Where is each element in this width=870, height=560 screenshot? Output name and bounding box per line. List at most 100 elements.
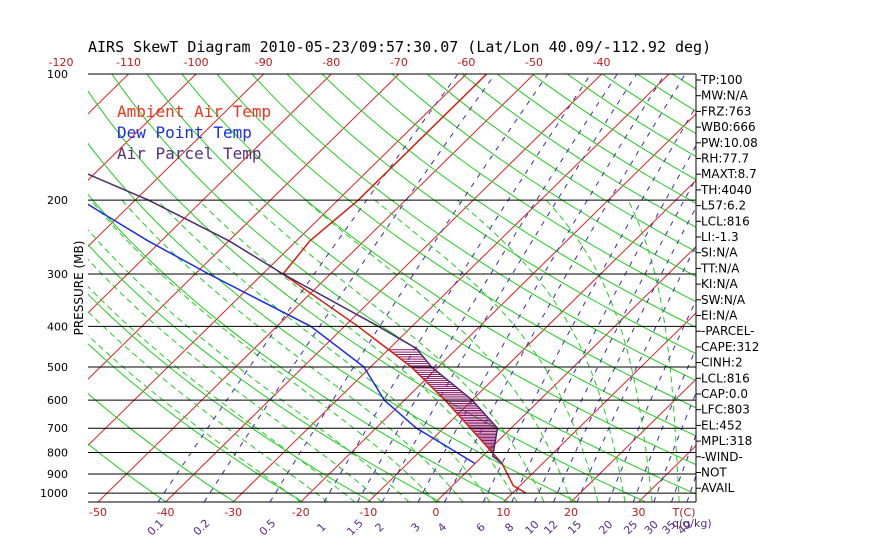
mixing-ratio-tick-label: 8: [502, 520, 516, 534]
dry-adiabat-line: [391, 74, 696, 277]
background-grid: [88, 74, 870, 502]
index-label: TP:100: [700, 73, 743, 87]
index-label: -WIND-: [701, 450, 743, 464]
mixing-ratio-line: [444, 74, 686, 502]
isotherm-line: [88, 74, 129, 115]
pressure-tick-label: 800: [47, 447, 68, 460]
mixing-ratio-line: [203, 74, 496, 502]
mixing-ratio-line: [417, 74, 666, 502]
mixing-ratio-tick-label: 0.2: [191, 517, 213, 539]
isotherm-line: [367, 179, 696, 502]
index-label: LCL:816: [701, 214, 750, 228]
mixing-ratio-tick-label: 2: [373, 520, 387, 534]
bottom-temp-tick-label: 0: [432, 506, 439, 519]
index-label: SI:N/A: [701, 246, 738, 260]
moist-adiabat-line: [88, 229, 410, 502]
moist-adiabat-line: [121, 199, 464, 502]
isotherm-line: [232, 74, 670, 502]
isobar-lines: 100 200 300 400 500 600 700 800 900 1000: [40, 68, 696, 500]
pressure-tick-label: 300: [47, 268, 68, 281]
moist-adiabat-line: [198, 199, 518, 502]
moist-adiabat-line: [157, 199, 491, 502]
index-label: CAPE:312: [701, 340, 759, 354]
mixing-ratio-tick-label: 25: [621, 518, 640, 537]
index-label: L57:6.2: [701, 199, 746, 213]
isotherm-line: [165, 74, 602, 502]
dry-adiabat-line: [181, 74, 696, 437]
moist-adiabat-line: [304, 199, 572, 502]
top-temp-tick-label: -40: [593, 56, 611, 69]
dry-adiabat-line: [356, 74, 696, 303]
dry-adiabat-line: [88, 443, 167, 502]
index-label: WB0:666: [701, 120, 756, 134]
chart-title: AIRS SkewT Diagram 2010-05-23/09:57:30.0…: [88, 38, 711, 56]
dry-adiabat-line: [496, 74, 696, 204]
top-temp-tick-label: -100: [184, 56, 209, 69]
top-temp-tick-label: -70: [390, 56, 408, 69]
mixing-ratio-tick-label: 6: [474, 520, 488, 534]
moist-adiabat-line: [88, 285, 356, 502]
index-label: TH:4040: [700, 183, 752, 197]
index-label: NOT: [701, 466, 727, 480]
bottom-temp-tick-label: -40: [157, 506, 175, 519]
moist-adiabat-line: [88, 310, 329, 502]
index-label: MAXT:8.7: [701, 167, 757, 181]
dry-adiabat-line: [777, 74, 870, 502]
index-label: LFC:803: [701, 403, 750, 417]
moist-adiabat-line: [88, 258, 383, 502]
index-label: CINH:2: [701, 356, 743, 370]
pressure-tick-label: 100: [47, 68, 68, 81]
isotherm-line: [774, 74, 870, 502]
mixing-ratio-tick-label: 10: [523, 518, 542, 537]
legend-entry: Air Parcel Temp: [117, 144, 262, 163]
index-label: EL:452: [701, 418, 742, 432]
pressure-tick-label: 700: [47, 422, 68, 435]
dry-adiabat-line: [88, 343, 304, 502]
dry-adiabat-line: [88, 293, 372, 502]
bottom-temp-tick-label: -30: [224, 506, 242, 519]
pressure-tick-label: 400: [47, 320, 68, 333]
dry-adiabat-line: [88, 243, 441, 502]
index-label: MPL:318: [701, 434, 752, 448]
air-parcel-temp-line: [88, 173, 503, 465]
mixing-ratio-line: [511, 144, 696, 502]
dry-adiabat-line: [216, 74, 696, 409]
mixing-ratio-line: [157, 74, 459, 502]
top-temp-tick-label: -60: [457, 56, 475, 69]
index-label: SW:N/A: [701, 293, 746, 307]
index-label: RH:77.7: [701, 152, 749, 166]
dry-adiabat-line: [111, 74, 696, 495]
isotherm-line: [841, 74, 870, 502]
mixing-ratio-tick-label: 1: [315, 520, 329, 534]
dry-adiabat-line: [88, 90, 646, 502]
pressure-tick-label: 600: [47, 394, 68, 407]
pressure-tick-label: 200: [47, 194, 68, 207]
moist-adiabat-line: [88, 334, 301, 502]
dry-adiabat-line: [88, 142, 578, 502]
mixing-ratio-tick-label: 1.5: [344, 517, 366, 539]
axes: -120 -110 -100 -90 -80 -70 -60 -50 -40-50 -40 -30-…: [49, 56, 712, 538]
isotherm-line: [88, 74, 400, 380]
top-temp-tick-label: -90: [255, 56, 273, 69]
index-label: EI:N/A: [701, 309, 738, 323]
dry-adiabat-line: [426, 74, 696, 253]
dry-adiabat-line: [286, 74, 696, 355]
legend: Ambient Air Temp Dew Point Temp Air Parcel…: [117, 102, 271, 163]
bottom-temp-tick-label: -20: [292, 506, 310, 519]
dry-adiabat-line: [742, 74, 870, 502]
isotherm-line: [88, 74, 467, 447]
ambient-air-temp-line: [281, 74, 527, 494]
mixing-ratio-tick-label: 30: [642, 518, 661, 537]
bottom-temp-tick-label: -10: [359, 506, 377, 519]
top-temp-tick-label: -80: [322, 56, 340, 69]
mixing-ratio-tick-label: 4: [435, 520, 449, 534]
bottom-temp-tick-label: 20: [564, 506, 578, 519]
dry-adiabat-line: [146, 74, 696, 466]
moist-adiabat-line: [627, 199, 680, 502]
top-temp-tick-label: -50: [525, 56, 543, 69]
isotherm-line: [88, 74, 265, 248]
index-label: LI:-1.3: [701, 230, 739, 244]
mixing-ratio-tick-label: 15: [565, 518, 584, 537]
legend-entry: Ambient Air Temp: [117, 102, 271, 121]
mixing-ratio-line: [671, 433, 696, 502]
